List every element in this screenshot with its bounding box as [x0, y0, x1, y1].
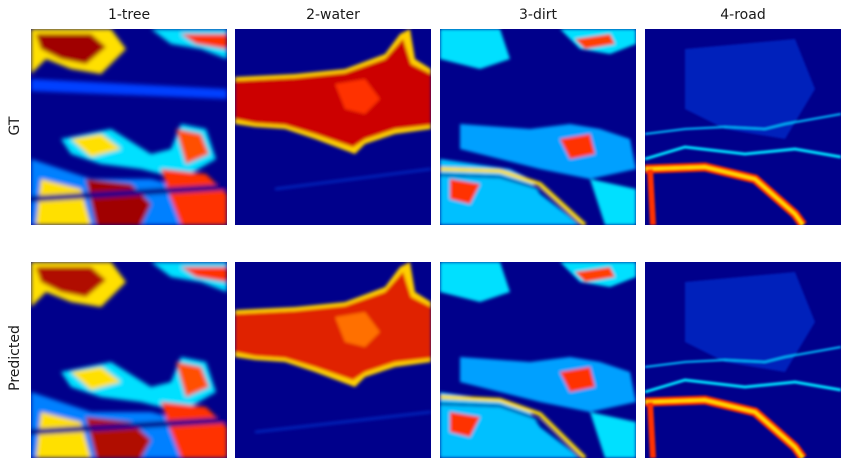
row-label-predicted: Predicted — [7, 325, 23, 391]
column-title-water: 2-water — [306, 7, 360, 23]
heatmap-gt-water — [235, 29, 431, 225]
heatmap-predicted-water — [235, 262, 431, 458]
heatmap-gt-dirt — [440, 29, 636, 225]
column-title-road: 4-road — [720, 7, 766, 23]
column-title-dirt: 3-dirt — [519, 7, 557, 23]
heatmap-predicted-road — [645, 262, 841, 458]
heatmap-gt-road — [645, 29, 841, 225]
heatmap-predicted-tree — [31, 262, 227, 458]
row-label-gt: GT — [7, 116, 23, 136]
heatmap-gt-tree — [31, 29, 227, 225]
heatmap-predicted-dirt — [440, 262, 636, 458]
column-title-tree: 1-tree — [107, 7, 151, 23]
